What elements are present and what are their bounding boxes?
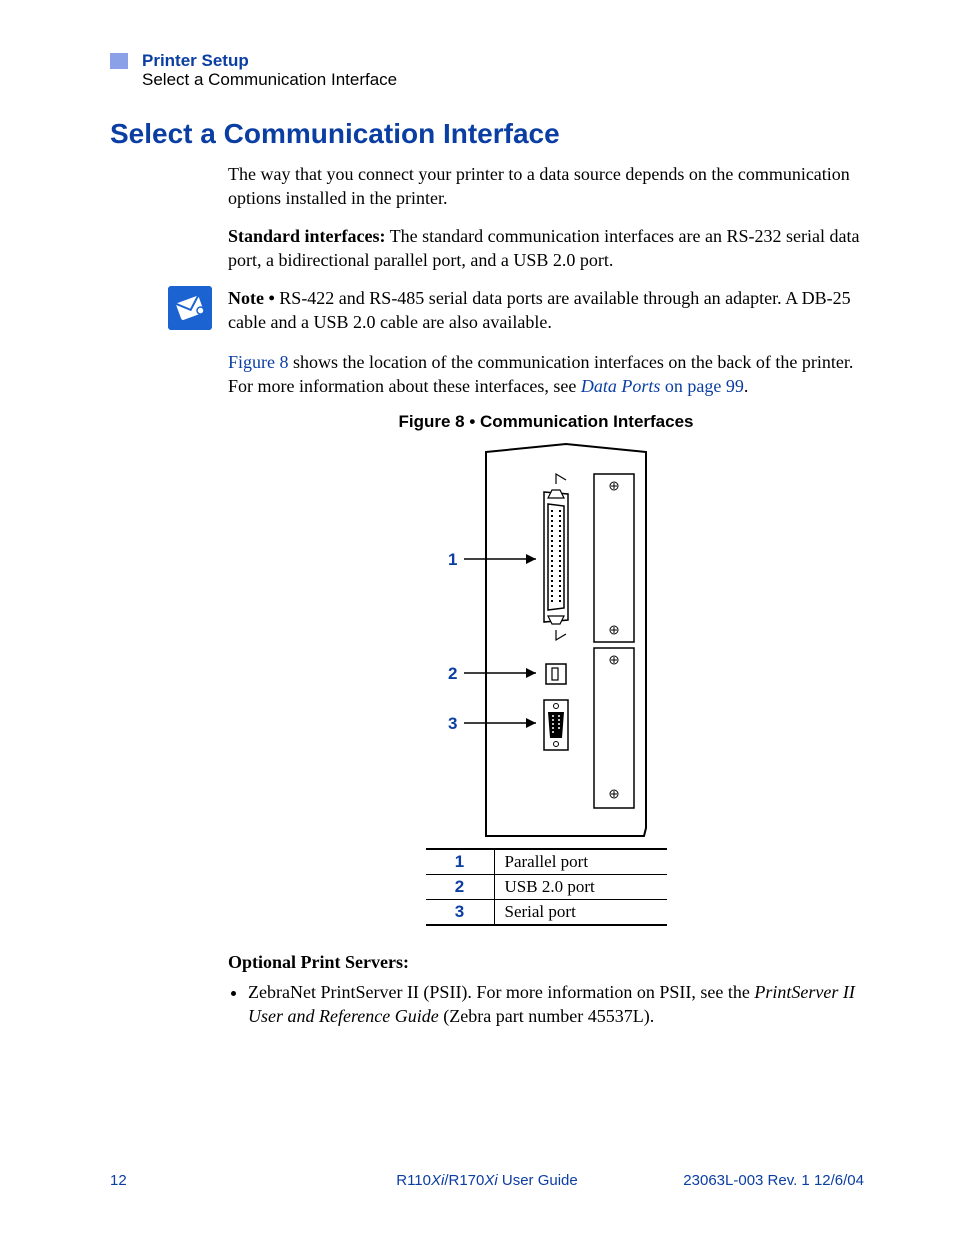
callout-3-label: 3 [448, 714, 457, 733]
optional-list: ZebraNet PrintServer II (PSII). For more… [228, 980, 864, 1028]
header-text: Printer Setup Select a Communication Int… [142, 52, 397, 90]
figure-ref-link[interactable]: Figure 8 [228, 352, 289, 372]
legend-num: 3 [426, 900, 495, 926]
header-subtitle: Select a Communication Interface [142, 70, 397, 90]
list-item: ZebraNet PrintServer II (PSII). For more… [248, 980, 864, 1028]
figure-reference-paragraph: Figure 8 shows the location of the commu… [228, 350, 864, 398]
bullet-post: (Zebra part number 45537L). [439, 1006, 654, 1026]
note-text: Note • RS-422 and RS-485 serial data por… [228, 286, 864, 334]
header-title: Printer Setup [142, 52, 397, 70]
footer-doc-info: 23063L-003 Rev. 1 12/6/04 [683, 1172, 864, 1189]
callout-1-label: 1 [448, 550, 457, 569]
figure-ref-end: . [744, 376, 749, 396]
note-icon [168, 286, 212, 330]
standard-label: Standard interfaces: [228, 226, 385, 246]
optional-heading-text: Optional Print Servers: [228, 952, 409, 972]
figure-ref-mid: shows the location of the communication … [228, 352, 853, 396]
note-body: RS-422 and RS-485 serial data ports are … [228, 288, 851, 332]
figure-legend-table: 1 Parallel port 2 USB 2.0 port 3 Serial … [426, 848, 667, 926]
optional-heading: Optional Print Servers: [228, 950, 864, 974]
page-header: Printer Setup Select a Communication Int… [110, 52, 864, 90]
intro-paragraph: The way that you connect your printer to… [228, 162, 864, 210]
section-heading: Select a Communication Interface [110, 118, 864, 150]
data-ports-link-rest[interactable]: on page 99 [660, 376, 743, 396]
data-ports-link-ital[interactable]: Data Ports [581, 376, 661, 396]
callout-2-label: 2 [448, 664, 457, 683]
figure-diagram: 1 2 3 [228, 442, 864, 842]
footer-guide-title: R110Xi/R170Xi User Guide [396, 1172, 578, 1189]
page: Printer Setup Select a Communication Int… [0, 0, 954, 1235]
legend-num: 2 [426, 875, 495, 900]
legend-desc: Parallel port [494, 849, 667, 875]
note-block: Note • RS-422 and RS-485 serial data por… [228, 286, 864, 334]
note-label: Note • [228, 288, 275, 308]
table-row: 1 Parallel port [426, 849, 667, 875]
figure-caption: Figure 8 • Communication Interfaces [228, 412, 864, 432]
header-accent-box [110, 53, 128, 69]
bullet-pre: ZebraNet PrintServer II (PSII). For more… [248, 982, 754, 1002]
legend-desc: USB 2.0 port [494, 875, 667, 900]
standard-interfaces-paragraph: Standard interfaces: The standard commun… [228, 224, 864, 272]
page-footer: 12 R110Xi/R170Xi User Guide 23063L-003 R… [110, 1172, 864, 1189]
legend-desc: Serial port [494, 900, 667, 926]
legend-num: 1 [426, 849, 495, 875]
table-row: 2 USB 2.0 port [426, 875, 667, 900]
body-column: The way that you connect your printer to… [228, 162, 864, 1028]
table-row: 3 Serial port [426, 900, 667, 926]
footer-page-number: 12 [110, 1172, 127, 1189]
